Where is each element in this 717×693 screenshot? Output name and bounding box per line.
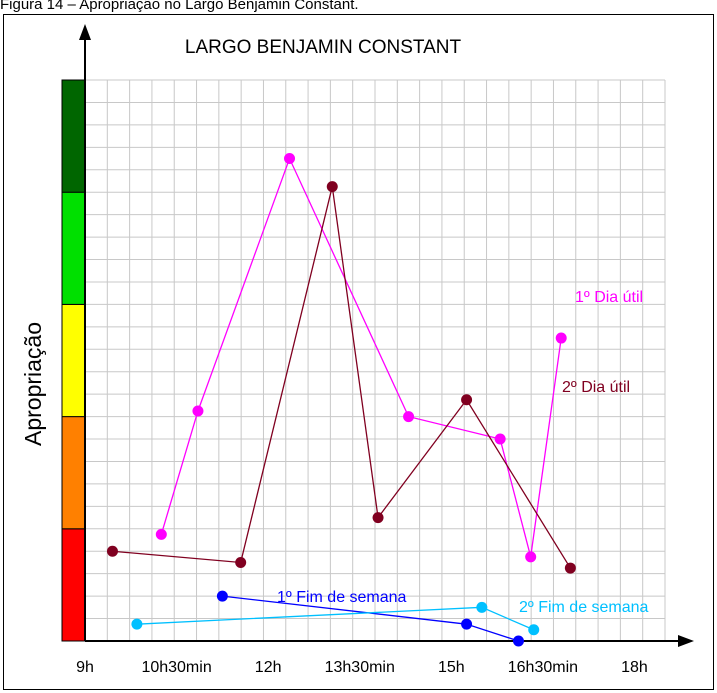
series-labels: 1º Dia útil 2º Dia útil 1º Fim de semana… xyxy=(277,289,649,616)
x-tick-label: 15h xyxy=(438,659,465,676)
x-tick-label: 12h xyxy=(255,659,282,676)
chart-frame xyxy=(3,14,714,690)
y-axis-label: Apropriação xyxy=(20,322,46,446)
data-point xyxy=(192,405,204,417)
x-tick-label: 10h30min xyxy=(141,659,211,676)
series-line xyxy=(160,156,562,558)
data-point xyxy=(372,512,384,524)
scale-level-2 xyxy=(61,416,86,530)
data-point xyxy=(494,433,506,445)
data-point xyxy=(525,551,537,563)
x-tick-label: 13h30min xyxy=(325,659,395,676)
series-label-2-fim-de-semana: 2º Fim de semana xyxy=(519,599,649,616)
series-line xyxy=(112,186,571,569)
data-point xyxy=(216,590,228,602)
data-point xyxy=(284,153,296,165)
series-label-1-fim-de-semana: 1º Fim de semana xyxy=(277,589,407,606)
series-2 xyxy=(106,181,576,574)
data-point xyxy=(106,545,118,557)
data-point xyxy=(235,556,247,568)
data-point xyxy=(326,181,338,193)
data-point xyxy=(555,332,567,344)
data-point xyxy=(512,635,524,647)
x-axis-ticks: 9h 10h30min 12h 13h30min 15h 16h30min 18h xyxy=(76,659,648,676)
data-point xyxy=(461,618,473,630)
series-1 xyxy=(155,153,567,563)
data-point xyxy=(155,528,167,540)
scale-level-1 xyxy=(61,528,86,642)
data-point xyxy=(476,601,488,613)
x-tick-label: 9h xyxy=(76,659,94,676)
series-label-1-dia-util: 1º Dia útil xyxy=(575,289,643,306)
data-point xyxy=(461,394,473,406)
series-3 xyxy=(216,590,524,647)
figure-caption: Figura 14 – Apropriação no Largo Benjami… xyxy=(0,0,359,13)
chart-title: LARGO BENJAMIN CONSTANT xyxy=(185,37,462,58)
data-point xyxy=(131,618,143,630)
scale-level-5 xyxy=(61,79,86,193)
data-point xyxy=(403,411,415,423)
appropriation-color-scale xyxy=(61,79,86,642)
chart-axes xyxy=(79,24,694,647)
series-layer xyxy=(106,153,576,647)
series-label-2-dia-util: 2º Dia útil xyxy=(562,379,630,396)
y-axis-arrow-icon xyxy=(79,24,91,40)
series-4 xyxy=(131,601,540,636)
x-axis-arrow-icon xyxy=(678,635,694,647)
data-point xyxy=(528,624,540,636)
scale-level-3 xyxy=(61,303,86,418)
x-tick-label: 18h xyxy=(621,659,648,676)
x-tick-label: 16h30min xyxy=(508,659,578,676)
scale-level-4 xyxy=(61,191,86,305)
data-point xyxy=(564,562,576,574)
chart-grid xyxy=(85,79,666,641)
